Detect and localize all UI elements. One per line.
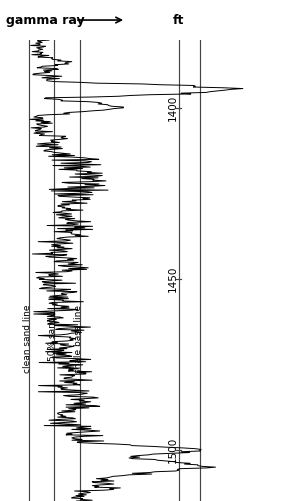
Text: clean sand line: clean sand line xyxy=(22,305,32,373)
Text: 1400: 1400 xyxy=(168,95,178,121)
Text: 50% sand: 50% sand xyxy=(48,317,57,361)
Text: shale base line: shale base line xyxy=(74,305,83,373)
Text: gamma ray: gamma ray xyxy=(6,14,85,27)
Text: 1450: 1450 xyxy=(168,266,178,292)
Text: 1500: 1500 xyxy=(168,437,178,463)
Text: ft: ft xyxy=(173,14,184,27)
